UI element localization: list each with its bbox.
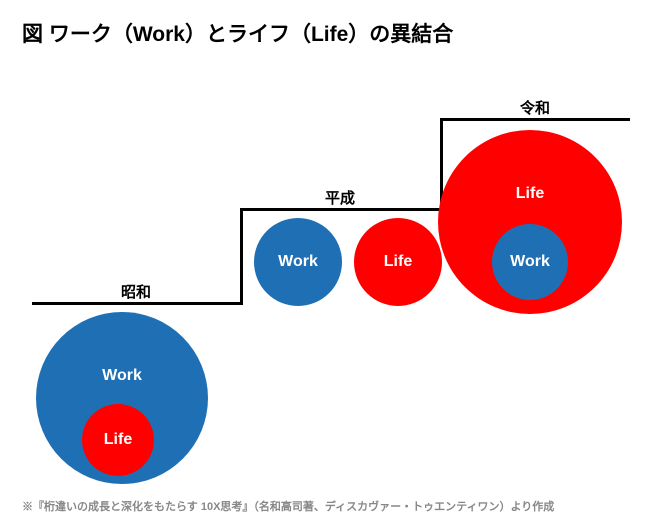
era-label-showa: 昭和 bbox=[96, 281, 176, 302]
diagram-stage: 図 ワーク（Work）とライフ（Life）の異結合 昭和 平成 令和 Work … bbox=[0, 0, 650, 524]
figure-title: 図 ワーク（Work）とライフ（Life）の異結合 bbox=[22, 18, 453, 48]
circle-label: Life bbox=[516, 185, 544, 203]
source-caption: ※『桁違いの成長と深化をもたらす 10X思考』（名和高司著、ディスカヴァー・トゥ… bbox=[22, 498, 554, 514]
circle-reiwa-work: Work bbox=[492, 224, 568, 300]
circle-label: Work bbox=[102, 367, 142, 385]
step-h3 bbox=[440, 118, 630, 121]
era-label-heisei: 平成 bbox=[300, 187, 380, 208]
circle-heisei-work: Work bbox=[254, 218, 342, 306]
circle-showa-life: Life bbox=[82, 404, 154, 476]
circle-heisei-life: Life bbox=[354, 218, 442, 306]
step-v1 bbox=[240, 208, 243, 305]
circle-label: Work bbox=[510, 253, 550, 271]
step-h2 bbox=[240, 208, 440, 211]
circle-label: Life bbox=[104, 431, 132, 449]
circle-label: Life bbox=[384, 253, 412, 271]
step-h1 bbox=[32, 302, 240, 305]
era-label-reiwa: 令和 bbox=[495, 97, 575, 118]
circle-label: Work bbox=[278, 253, 318, 271]
